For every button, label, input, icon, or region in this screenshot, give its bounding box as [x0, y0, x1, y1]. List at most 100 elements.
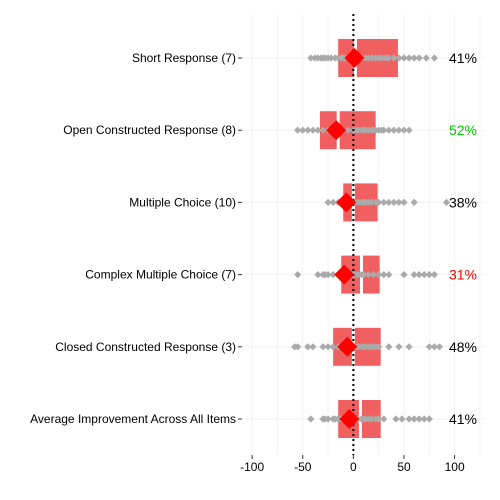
data-point: [324, 343, 332, 351]
data-point: [400, 126, 408, 134]
data-point: [405, 415, 413, 423]
data-point: [422, 54, 430, 62]
data-point: [368, 198, 376, 206]
data-point: [385, 198, 393, 206]
percentage-label: 41%: [449, 411, 477, 427]
percentage-label: 52%: [449, 122, 477, 138]
data-point: [385, 54, 393, 62]
data-point: [435, 343, 444, 351]
data-point: [307, 54, 315, 62]
data-point: [400, 198, 408, 206]
data-point: [329, 198, 337, 206]
mean-marker: [334, 264, 355, 285]
data-point: [299, 126, 307, 134]
mean-marker: [339, 409, 360, 429]
data-point: [425, 415, 433, 423]
data-point: [430, 54, 438, 62]
data-point: [398, 415, 406, 423]
data-point: [294, 271, 302, 279]
data-point: [385, 271, 393, 279]
x-tick-label: -100: [240, 460, 264, 474]
data-point: [395, 126, 403, 134]
x-axis: -100 -50 0 50 100: [240, 455, 465, 474]
data-point: [375, 415, 383, 423]
mean-marker: [326, 120, 347, 141]
mean-marker: [336, 192, 357, 213]
data-point: [375, 271, 383, 279]
data-point: [392, 415, 400, 423]
data-point: [415, 415, 423, 423]
data-point: [390, 198, 398, 206]
category-label: Average Improvement Across All Items: [30, 412, 236, 426]
percentage-label: 48%: [449, 339, 477, 355]
data-point: [410, 415, 418, 423]
data-point: [380, 198, 388, 206]
data-point: [395, 198, 403, 206]
data-point: [410, 198, 418, 206]
data-point: [405, 343, 413, 351]
percentage-label: 31%: [449, 267, 477, 283]
data-point: [405, 126, 413, 134]
data-point: [368, 54, 376, 62]
data-point: [304, 343, 312, 351]
data-point: [309, 343, 317, 351]
percentage-label: 41%: [449, 50, 477, 66]
data-point: [380, 415, 388, 423]
data-points: [291, 54, 451, 423]
data-point: [370, 271, 378, 279]
data-point: [368, 415, 376, 423]
data-point: [415, 54, 423, 62]
data-point: [324, 271, 332, 279]
data-point: [415, 271, 423, 279]
data-point: [329, 343, 337, 351]
data-point: [344, 126, 352, 134]
data-point: [430, 271, 438, 279]
data-point: [385, 343, 393, 351]
data-point: [395, 54, 403, 62]
category-labels: Short Response (7) Open Constructed Respo…: [30, 51, 242, 426]
data-point: [375, 198, 383, 206]
data-point: [390, 126, 398, 134]
mean-marker: [344, 48, 365, 68]
category-label: Short Response (7): [132, 51, 236, 65]
data-point: [420, 271, 428, 279]
data-point: [319, 343, 327, 351]
data-point: [410, 54, 418, 62]
data-point: [324, 198, 332, 206]
x-tick-label: 100: [445, 460, 465, 474]
data-point: [442, 198, 451, 206]
data-point: [390, 54, 398, 62]
data-point: [294, 126, 302, 134]
data-point: [359, 271, 368, 279]
data-point: [430, 343, 438, 351]
data-point: [395, 343, 403, 351]
data-point: [309, 126, 317, 134]
data-point: [380, 126, 388, 134]
percentage-label: 38%: [449, 194, 477, 210]
x-tick-label: 0: [350, 460, 357, 474]
data-point: [378, 54, 386, 62]
data-point: [294, 343, 302, 351]
data-point: [314, 271, 322, 279]
data-point: [385, 126, 393, 134]
data-point: [400, 54, 408, 62]
data-point: [380, 271, 388, 279]
mean-marker: [337, 336, 358, 357]
data-point: [400, 271, 408, 279]
data-point: [375, 343, 383, 351]
data-point: [405, 54, 413, 62]
x-tick-label: 50: [397, 460, 411, 474]
data-point: [329, 271, 337, 279]
x-tick-label: -50: [294, 460, 312, 474]
data-point: [307, 415, 315, 423]
boxes: [319, 39, 398, 438]
category-label: Open Constructed Response (8): [63, 123, 236, 137]
data-point: [327, 54, 335, 62]
data-point: [319, 126, 327, 134]
data-point: [314, 126, 322, 134]
data-point: [420, 415, 428, 423]
category-label: Closed Constructed Response (3): [55, 340, 236, 354]
data-point: [425, 271, 433, 279]
mean-markers: [326, 48, 365, 429]
